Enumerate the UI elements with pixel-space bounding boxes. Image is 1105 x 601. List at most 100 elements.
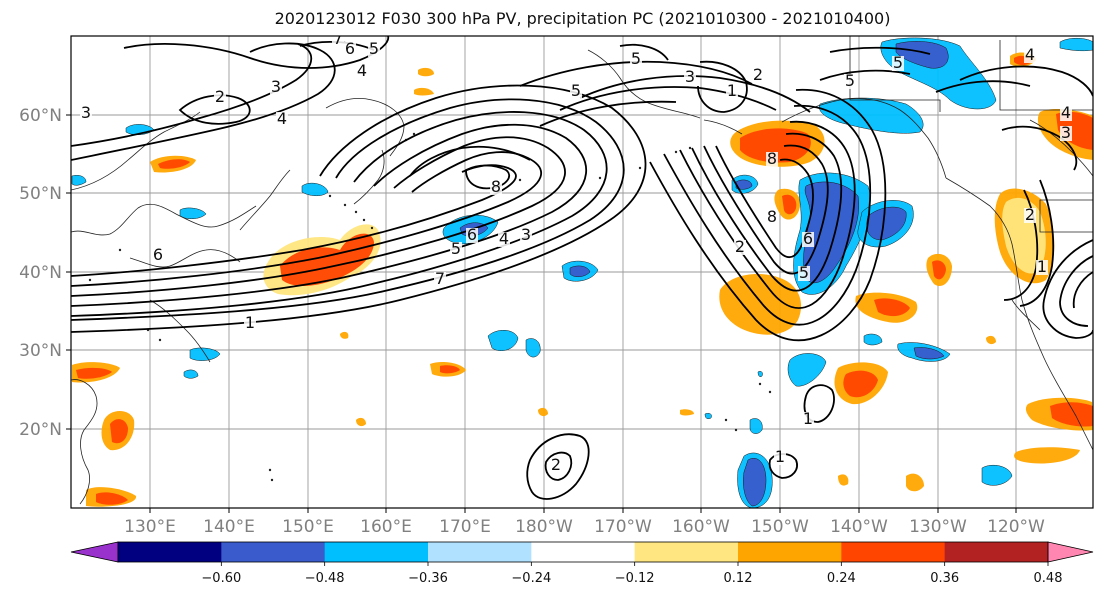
island <box>688 146 692 150</box>
coastline <box>71 203 257 236</box>
coastline <box>703 119 743 135</box>
pv-contour <box>935 80 1031 93</box>
border <box>849 36 941 112</box>
precip-anomaly-area <box>301 182 329 196</box>
pv-contour <box>465 164 511 190</box>
precip-anomaly-area <box>71 175 87 186</box>
pv-contour <box>1019 179 1055 307</box>
y-tick-label: 30°N <box>19 341 62 361</box>
pv-contour <box>71 84 647 333</box>
island <box>674 150 678 154</box>
x-axis: 130°E 140°E 150°E 160°E 170°E 180°W 170°W 160°W… <box>124 508 1045 537</box>
island <box>518 178 522 182</box>
contour-label: 1 <box>775 447 785 466</box>
island <box>158 338 162 342</box>
contour-label: 1 <box>803 409 813 428</box>
precip-anomaly-area <box>818 97 924 134</box>
contour-label: 4 <box>357 61 367 80</box>
island <box>118 248 122 252</box>
island <box>328 194 332 198</box>
island <box>343 203 347 207</box>
pv-contour <box>697 60 748 113</box>
precip-anomaly-area <box>525 338 541 358</box>
colorbar-extend-high <box>1047 541 1094 563</box>
contour-label-bg <box>434 272 446 287</box>
contour-label-bg <box>1024 208 1036 223</box>
precip-anomaly-area <box>981 465 1013 486</box>
island <box>88 278 92 282</box>
island <box>724 418 728 422</box>
contour-label-bg <box>802 232 814 247</box>
contour-label: 3 <box>521 225 531 244</box>
precip-anomaly-area <box>863 333 883 346</box>
coastline <box>945 177 1093 451</box>
precip-anomaly-area <box>787 353 827 387</box>
contour-label-bg <box>684 70 696 85</box>
contour-label-bg <box>766 152 778 167</box>
contour-label-bg <box>1060 126 1072 141</box>
contour-label-bg <box>752 68 764 83</box>
island <box>768 390 772 394</box>
contour-label: 8 <box>491 177 501 196</box>
colorbar-tick-label: 0.12 <box>724 571 753 586</box>
coastline <box>239 169 291 231</box>
contour-label-bg <box>368 42 380 57</box>
pv-contour <box>71 42 336 161</box>
y-tick-label: 60°N <box>19 106 62 126</box>
coastline <box>1011 299 1041 331</box>
coastline <box>129 249 241 268</box>
precip-anomaly-area <box>76 367 112 379</box>
colorbar-tick-label: 0.24 <box>827 571 856 586</box>
precip-anomaly-area <box>183 369 199 379</box>
contour-label-bg <box>344 42 356 57</box>
contour-label-bg <box>726 84 738 99</box>
pv-contour <box>409 145 531 177</box>
contour-label-bg <box>892 56 904 71</box>
precip-anomaly-area <box>932 260 946 280</box>
pv-contour <box>1059 255 1093 327</box>
precip-anomaly-area <box>986 335 996 345</box>
pv-contour <box>539 100 677 127</box>
colorbar-tick-label: −0.36 <box>408 571 448 586</box>
precip-anomaly-area <box>838 474 849 486</box>
precip-anomaly-area <box>1056 111 1093 150</box>
precip-anomaly-area <box>440 365 460 374</box>
contour-label: 8 <box>767 149 777 168</box>
precip-anomaly-area <box>356 417 366 427</box>
contour-label: 4 <box>499 229 509 248</box>
coastline <box>71 379 98 505</box>
pv-contour <box>1072 271 1093 309</box>
pv-contour <box>819 69 911 81</box>
x-tick-label: 170°W <box>594 517 652 537</box>
contour-label-bg <box>550 458 562 473</box>
contour-label: 5 <box>893 53 903 72</box>
contour-label-bg <box>630 52 642 67</box>
pv-contour <box>71 151 543 287</box>
precip-anomaly-area <box>1059 38 1093 52</box>
precip-anomaly-area <box>1050 402 1093 427</box>
colorbar-tick-label: −0.24 <box>511 571 551 586</box>
contour-label: 6 <box>153 245 163 264</box>
contour-label-bg <box>766 210 778 225</box>
contour-label: 2 <box>1025 205 1035 224</box>
contour-label-bg <box>332 36 344 47</box>
pv-contour <box>526 433 590 500</box>
pv-contour <box>559 86 777 111</box>
pv-contour <box>679 120 856 309</box>
colorbar-segment <box>324 542 429 562</box>
pv-contour <box>619 43 669 61</box>
precip-anomaly-area <box>110 419 128 444</box>
contour-label: 5 <box>369 39 379 58</box>
precip-anomaly-area <box>913 347 945 360</box>
precip-anomaly-area <box>1014 447 1080 464</box>
contour-label-bg <box>450 242 462 257</box>
pv-contour <box>703 144 829 275</box>
contour-label: 5 <box>799 263 809 282</box>
coastline <box>149 299 211 363</box>
colorbar-segment <box>841 542 946 562</box>
pv-contour <box>71 164 517 277</box>
contour-label-bg <box>466 228 478 243</box>
contour-label-bg <box>802 412 814 427</box>
